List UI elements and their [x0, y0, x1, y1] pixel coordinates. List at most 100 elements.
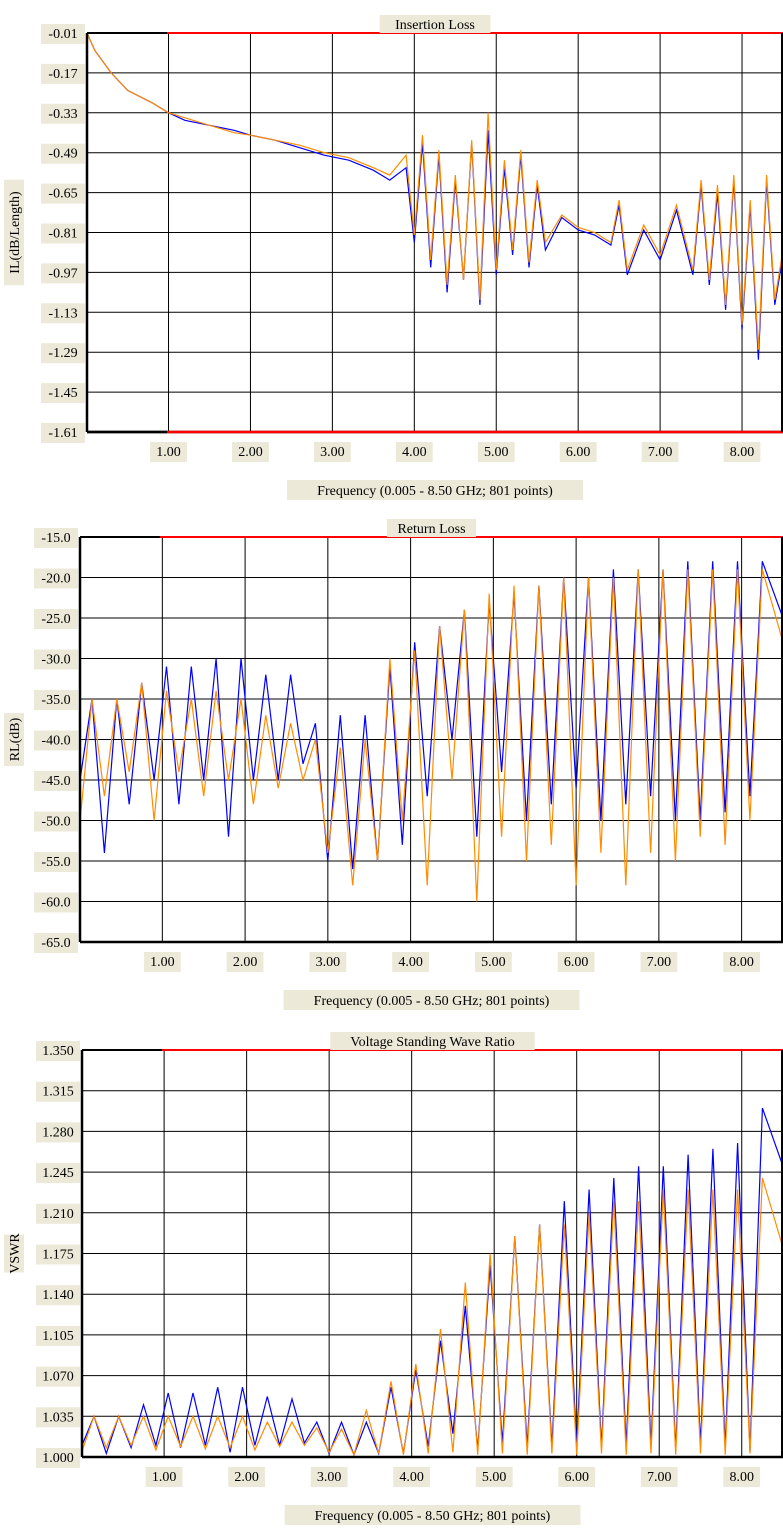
- x-tick-label: 8.00: [730, 445, 755, 460]
- y-axis-label-bg: [4, 179, 24, 286]
- x-tick-label: 5.00: [481, 955, 506, 970]
- x-tick-label-bg: [226, 952, 264, 972]
- series-line-orange: [86, 32, 783, 350]
- x-tick-label: 6.00: [564, 1470, 589, 1485]
- y-tick-label-bg: [34, 568, 78, 589]
- y-tick-label-bg: [41, 24, 85, 44]
- x-tick-label-bg: [723, 442, 761, 462]
- y-tick-label-bg: [36, 1325, 80, 1346]
- x-tick-label: 1.00: [152, 1470, 177, 1485]
- x-axis-label-bg: [283, 990, 580, 1010]
- series-line-orange: [81, 1177, 783, 1457]
- y-tick-label-bg: [34, 609, 78, 629]
- y-tick-label: -1.45: [48, 386, 77, 401]
- x-axis-label: Frequency (0.005 - 8.50 GHz; 801 points): [314, 994, 550, 1009]
- x-tick-label-bg: [475, 1467, 513, 1487]
- y-tick-label: -50.0: [41, 815, 70, 830]
- y-axis-label: RL(dB): [8, 717, 23, 761]
- y-tick-label: -25.0: [41, 612, 70, 627]
- insertion-loss-chart: 1.00 2.00 3.00 4.00 5.00 6.00 7.00 8.00 -0.01 -0.…: [4, 15, 783, 500]
- y-tick-label: 1.350: [42, 1044, 74, 1059]
- y-tick-label-bg: [34, 528, 78, 548]
- x-tick-label-bg: [232, 442, 269, 462]
- y-tick-label-bg: [36, 1448, 80, 1468]
- x-tick-label-bg: [392, 952, 430, 972]
- chart-title: Voltage Standing Wave Ratio: [350, 1035, 514, 1050]
- y-tick-label-bg: [41, 223, 85, 244]
- y-tick-label: 1.105: [42, 1329, 74, 1344]
- y-tick-label: 1.280: [42, 1125, 74, 1140]
- y-tick-label-bg: [41, 383, 85, 404]
- y-tick-label: -40.0: [41, 734, 70, 749]
- vswr-chart: 1.00 2.00 3.00 4.00 5.00 6.00 7.00 8.00 1.350 1.3…: [4, 1032, 783, 1525]
- x-tick-label-bg: [723, 952, 761, 972]
- y-tick-label: 1.140: [42, 1288, 74, 1303]
- return-loss-chart: 1.00 2.00 3.00 4.00 5.00 6.00 7.00 8.00 -15.0 -20…: [4, 519, 783, 1010]
- y-tick-label-bg: [41, 103, 85, 124]
- y-tick-label: -0.97: [48, 266, 77, 281]
- x-tick-label-bg: [313, 442, 351, 462]
- y-tick-label-bg: [34, 852, 78, 872]
- series-line-blue: [81, 1107, 783, 1457]
- title-bg: [386, 519, 477, 537]
- x-tick-label: 4.00: [398, 955, 423, 970]
- y-tick-label: -45.0: [41, 774, 70, 789]
- x-tick-label: 5.00: [484, 445, 509, 460]
- y-tick-label-bg: [34, 892, 78, 913]
- y-tick-label-bg: [41, 303, 85, 324]
- x-tick-label-bg: [474, 952, 512, 972]
- x-tick-label: 5.00: [482, 1470, 507, 1485]
- x-tick-label: 4.00: [399, 1470, 424, 1485]
- y-tick-label: -0.49: [48, 147, 77, 162]
- y-tick-label-bg: [36, 1285, 80, 1306]
- y-tick-label: -0.01: [48, 27, 77, 42]
- y-tick-label: 1.070: [42, 1370, 74, 1385]
- y-tick-label: 1.035: [42, 1410, 74, 1425]
- y-tick-label: -35.0: [41, 693, 70, 708]
- y-tick-label: -55.0: [41, 855, 70, 870]
- y-tick-label-bg: [34, 730, 78, 751]
- series-line-orange: [79, 569, 783, 902]
- x-tick-label-bg: [640, 952, 678, 972]
- x-axis-label-bg: [287, 480, 583, 500]
- x-tick-label-bg: [723, 1467, 761, 1487]
- x-tick-label-bg: [558, 1467, 596, 1487]
- x-tick-label-bg: [309, 952, 347, 972]
- y-tick-label-bg: [36, 1366, 80, 1387]
- y-tick-label: -30.0: [41, 653, 70, 668]
- x-tick-label-bg: [393, 1467, 431, 1487]
- y-axis-label: IL(dB/Length): [8, 191, 23, 274]
- y-tick-label-bg: [36, 1163, 80, 1184]
- y-tick-label: -0.81: [48, 227, 77, 242]
- y-tick-label: 1.315: [42, 1085, 74, 1100]
- y-tick-label: 1.175: [42, 1248, 74, 1263]
- x-tick-label-bg: [310, 1467, 348, 1487]
- y-tick-label-bg: [36, 1203, 80, 1224]
- y-tick-label-bg: [41, 63, 85, 84]
- chart-title: Return Loss: [397, 522, 465, 537]
- y-tick-label: 1.000: [42, 1451, 74, 1466]
- x-tick-label: 2.00: [234, 1470, 259, 1485]
- x-tick-label: 3.00: [317, 1470, 342, 1485]
- x-tick-label: 1.00: [150, 955, 175, 970]
- y-tick-label-bg: [36, 1244, 80, 1265]
- x-tick-label-bg: [477, 442, 515, 462]
- y-tick-label-bg: [36, 1122, 80, 1143]
- x-tick-label: 7.00: [647, 955, 672, 970]
- y-tick-label: -0.17: [48, 67, 77, 82]
- y-tick-label-bg: [36, 1041, 80, 1061]
- y-tick-label: -15.0: [41, 531, 70, 546]
- x-tick-label-bg: [557, 952, 595, 972]
- y-tick-label-bg: [34, 771, 78, 791]
- series-line-blue: [79, 561, 783, 870]
- x-axis-label-bg: [284, 1505, 581, 1525]
- y-tick-label-bg: [41, 343, 85, 364]
- x-tick-label: 3.00: [320, 445, 345, 460]
- y-tick-label: -0.33: [48, 107, 77, 122]
- y-tick-label-bg: [41, 183, 85, 204]
- x-tick-label: 2.00: [233, 955, 258, 970]
- x-axis-label: Frequency (0.005 - 8.50 GHz; 801 points): [317, 484, 553, 499]
- y-tick-label: -20.0: [41, 572, 70, 587]
- y-tick-label-bg: [36, 1407, 80, 1428]
